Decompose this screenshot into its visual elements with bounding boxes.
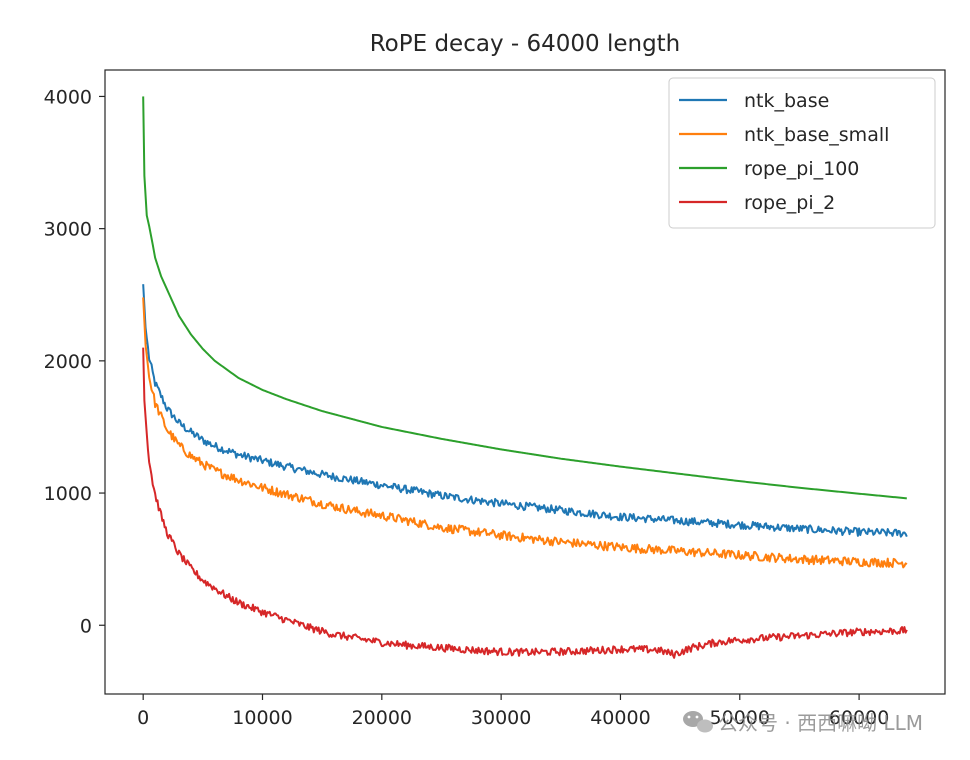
y-tick-label: 1000 xyxy=(44,483,92,505)
plot-area: 0 10000 20000 30000 40000 50000 60000 0 1000 200… xyxy=(44,69,946,729)
y-tick-label: 2000 xyxy=(44,351,92,373)
watermark: 公众号 · 西西嘛呦 LLM xyxy=(683,711,923,735)
wechat-icon xyxy=(683,711,713,733)
x-tick-label: 50000 xyxy=(710,707,770,729)
series-lines xyxy=(142,96,908,659)
series-line-rope-pi-2 xyxy=(142,347,908,659)
y-axis: 0 1000 2000 3000 4000 xyxy=(44,86,105,637)
legend-label: rope_pi_2 xyxy=(744,192,835,214)
series-line-ntk-base-small xyxy=(142,297,908,569)
chart-title: RoPE decay - 64000 length xyxy=(370,31,681,57)
series-line-rope-pi-100 xyxy=(142,96,907,500)
legend-box xyxy=(668,77,936,229)
y-tick-label: 4000 xyxy=(44,86,92,108)
legend: ntk_base ntk_base_small rope_pi_100 rope_pi… xyxy=(668,77,936,229)
y-tick-label: 0 xyxy=(80,615,92,637)
y-tick-label: 3000 xyxy=(44,219,92,241)
x-tick-label: 20000 xyxy=(352,707,412,729)
legend-label: ntk_base_small xyxy=(744,124,889,146)
x-tick-label: 30000 xyxy=(471,707,531,729)
series-line-ntk-base xyxy=(142,284,908,538)
x-tick-label: 40000 xyxy=(590,707,650,729)
axes-frame xyxy=(104,69,946,695)
x-axis: 0 10000 20000 30000 40000 50000 60000 xyxy=(137,694,889,729)
watermark-text: 公众号 · 西西嘛呦 LLM xyxy=(718,711,923,735)
legend-label: rope_pi_100 xyxy=(744,158,859,180)
x-tick-label: 60000 xyxy=(829,707,889,729)
x-tick-label: 10000 xyxy=(232,707,292,729)
legend-label: ntk_base xyxy=(744,90,829,112)
x-tick-label: 0 xyxy=(137,707,149,729)
legend-entries: ntk_base ntk_base_small rope_pi_100 rope_pi… xyxy=(679,90,889,214)
